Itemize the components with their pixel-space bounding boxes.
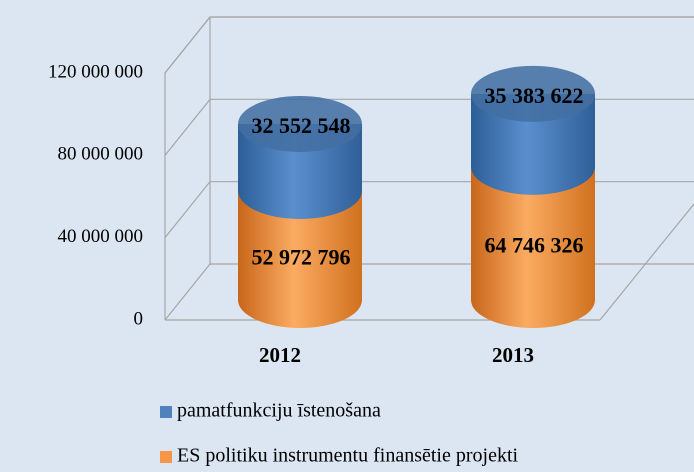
cylinder-top xyxy=(471,65,595,122)
y-tick-label: 120 000 000 xyxy=(48,61,143,82)
y-tick-label: 0 xyxy=(134,308,144,329)
value-label: 35 383 622 xyxy=(485,83,584,108)
legend-label: pamatfunkciju īstenošana xyxy=(177,400,381,422)
cylinder-top-shade xyxy=(238,95,362,152)
cylinder-body xyxy=(238,190,362,328)
bars xyxy=(238,65,595,328)
cylinder-top xyxy=(238,95,362,152)
cylinder-segment xyxy=(238,95,362,219)
y-tick-label: 80 000 000 xyxy=(58,144,144,165)
legend-label: ES politiku instrumentu finansētie proje… xyxy=(177,445,519,467)
x-tick-label: 2013 xyxy=(492,343,534,367)
value-label: 64 746 326 xyxy=(485,232,584,257)
labels: 0 40 000 000 80 000 000 120 000 000 2012 52 9… xyxy=(48,61,584,466)
cylinder-body xyxy=(471,166,595,328)
legend-swatch xyxy=(160,451,172,463)
legend-swatch xyxy=(160,406,172,418)
y-tick-label: 40 000 000 xyxy=(58,226,144,247)
cylinder-top-shade xyxy=(471,65,595,122)
value-label: 52 972 796 xyxy=(252,245,351,270)
value-label: 32 552 548 xyxy=(252,113,351,138)
cylinder-segment xyxy=(471,65,595,195)
x-tick-label: 2012 xyxy=(259,343,301,367)
cylinder-body xyxy=(471,93,595,195)
grid-line xyxy=(164,16,694,74)
